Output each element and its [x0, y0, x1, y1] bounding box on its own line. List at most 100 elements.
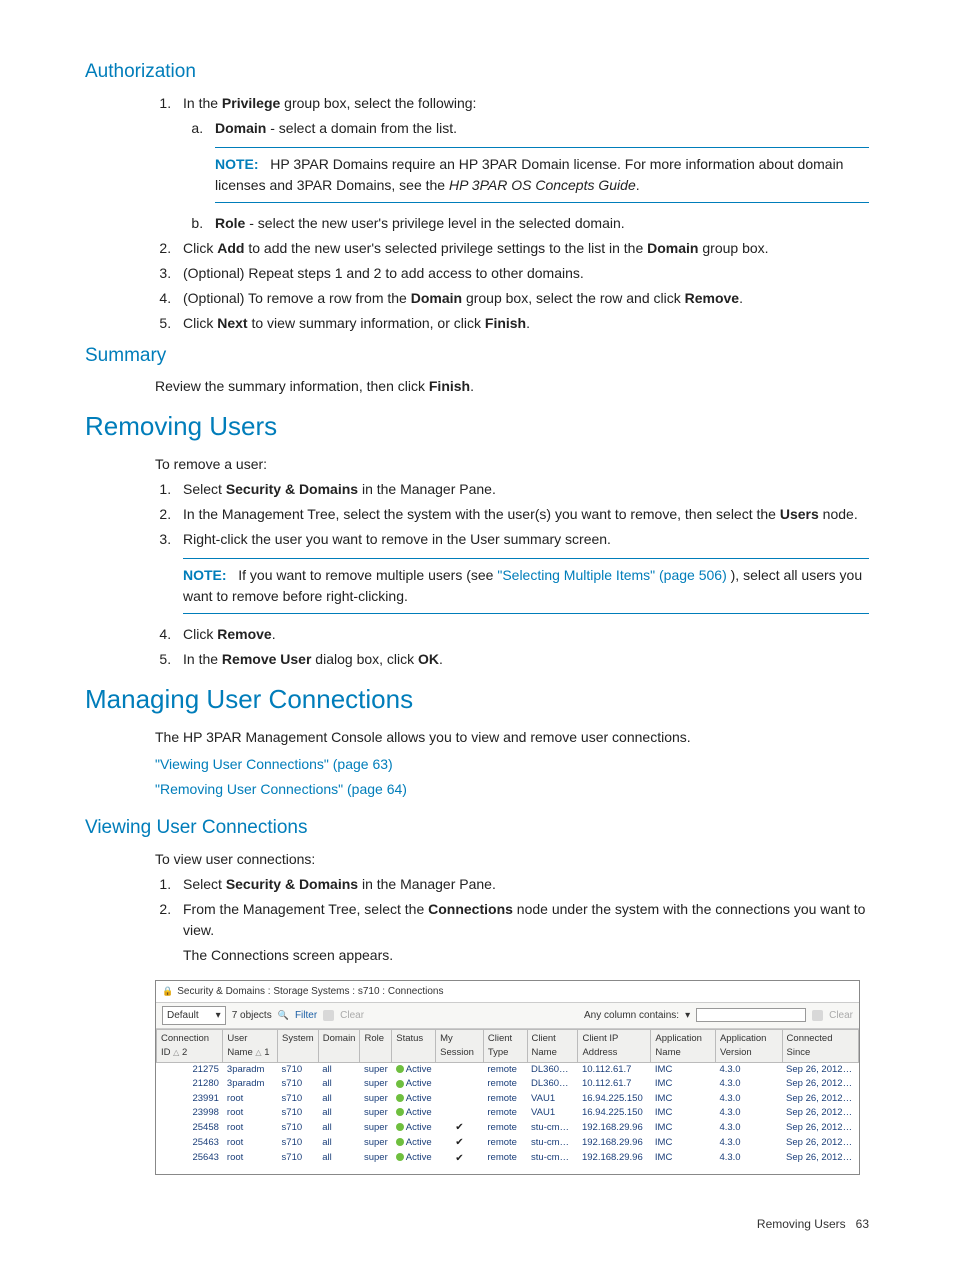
connections-screenshot: Security & Domains : Storage Systems : s…	[155, 980, 860, 1175]
viewing-after: The Connections screen appears.	[183, 945, 869, 966]
col-status[interactable]: Status	[392, 1029, 436, 1063]
note-label: NOTE:	[215, 156, 259, 172]
text-bold: Remove User	[222, 651, 312, 667]
cell-app-name: IMC	[651, 1092, 716, 1106]
cell-status: Active	[392, 1106, 436, 1120]
cell-system: s710	[278, 1151, 319, 1166]
text: (Optional) To remove a row from the	[183, 290, 411, 306]
cell-role: super	[360, 1092, 392, 1106]
heading-summary: Summary	[85, 342, 869, 371]
status-dot-icon	[396, 1153, 404, 1161]
text-bold: Role	[215, 215, 245, 231]
text: In the	[183, 651, 222, 667]
heading-authorization: Authorization	[85, 58, 869, 87]
objects-count: 7 objects	[232, 1008, 272, 1023]
col-client-ip[interactable]: Client IP Address	[578, 1029, 651, 1063]
text: - select a domain from the list.	[266, 120, 457, 136]
clear-icon	[812, 1010, 823, 1021]
text-bold: Finish	[485, 315, 526, 331]
rem-step-4: Click Remove.	[175, 624, 869, 645]
text: .	[739, 290, 743, 306]
auth-step-1b: Role - select the new user's privilege l…	[207, 213, 869, 234]
cell-connected-since: Sep 26, 2012…	[782, 1077, 858, 1091]
col-user-name[interactable]: User Name △ 1	[223, 1029, 278, 1063]
col-client-type[interactable]: Client Type	[483, 1029, 527, 1063]
cell-connection-id: 25643	[157, 1151, 223, 1166]
col-role[interactable]: Role	[360, 1029, 392, 1063]
cell-app-ver: 4.3.0	[715, 1120, 782, 1135]
text: Click	[183, 626, 217, 642]
col-my-session[interactable]: My Session	[436, 1029, 484, 1063]
auth-step-3: (Optional) Repeat steps 1 and 2 to add a…	[175, 263, 869, 284]
col-client-name[interactable]: Client Name	[527, 1029, 578, 1063]
link-selecting-multiple[interactable]: "Selecting Multiple Items" (page 506)	[497, 567, 726, 583]
text: From the Management Tree, select the	[183, 901, 428, 917]
clear-icon	[323, 1010, 334, 1021]
text: Click	[183, 240, 217, 256]
search-input[interactable]	[696, 1008, 806, 1022]
table-row[interactable]: 23991roots710allsuperActiveremoteVAU116.…	[157, 1092, 859, 1106]
col-connected-since[interactable]: Connected Since	[782, 1029, 858, 1063]
col-connection-id[interactable]: Connection ID △ 2	[157, 1029, 223, 1063]
table-row[interactable]: 212803paradms710allsuperActiveremoteDL36…	[157, 1077, 859, 1091]
status-dot-icon	[396, 1080, 404, 1088]
cell-client-type: remote	[483, 1092, 527, 1106]
toolbar: Default 7 objects Filter Clear Any colum…	[156, 1003, 859, 1029]
auth-step-1: In the Privilege group box, select the f…	[175, 93, 869, 234]
cell-domain: all	[318, 1063, 360, 1078]
col-domain[interactable]: Domain	[318, 1029, 360, 1063]
col-app-name[interactable]: Application Name	[651, 1029, 716, 1063]
text-bold: OK	[418, 651, 439, 667]
cell-user: 3paradm	[223, 1063, 278, 1078]
text-bold: Domain	[647, 240, 698, 256]
cell-client-name: VAU1	[527, 1092, 578, 1106]
table-row[interactable]: 23998roots710allsuperActiveremoteVAU116.…	[157, 1106, 859, 1120]
cell-client-type: remote	[483, 1077, 527, 1091]
filter-button[interactable]: Filter	[295, 1008, 317, 1023]
status-dot-icon	[396, 1065, 404, 1073]
note-box: NOTE: HP 3PAR Domains require an HP 3PAR…	[215, 147, 869, 203]
cell-domain: all	[318, 1077, 360, 1091]
cell-status: Active	[392, 1120, 436, 1135]
text: Select	[183, 876, 226, 892]
cell-connected-since: Sep 26, 2012…	[782, 1106, 858, 1120]
cell-my-session	[436, 1151, 484, 1166]
col-system[interactable]: System	[278, 1029, 319, 1063]
link-removing-connections[interactable]: "Removing User Connections" (page 64)	[155, 781, 407, 797]
table-row[interactable]: 212753paradms710allsuperActiveremoteDL36…	[157, 1063, 859, 1078]
heading-viewing-connections: Viewing User Connections	[85, 814, 869, 843]
text: Select	[183, 481, 226, 497]
cell-connection-id: 21280	[157, 1077, 223, 1091]
filter-dropdown[interactable]: Default	[162, 1006, 226, 1025]
table-row[interactable]: 25463roots710allsuperActiveremotestu-cm……	[157, 1135, 859, 1150]
link-viewing-connections[interactable]: "Viewing User Connections" (page 63)	[155, 756, 393, 772]
check-icon	[455, 1153, 463, 1164]
cell-my-session	[436, 1120, 484, 1135]
cell-domain: all	[318, 1120, 360, 1135]
clear-button-right[interactable]: Clear	[829, 1008, 853, 1023]
table-row[interactable]: 25643roots710allsuperActiveremotestu-cm……	[157, 1151, 859, 1166]
footer-page: 63	[856, 1217, 869, 1231]
cell-client-type: remote	[483, 1106, 527, 1120]
cell-user: root	[223, 1151, 278, 1166]
cell-role: super	[360, 1120, 392, 1135]
note-label: NOTE:	[183, 567, 227, 583]
cell-role: super	[360, 1151, 392, 1166]
text-bold: Finish	[429, 378, 470, 394]
cell-role: super	[360, 1135, 392, 1150]
col-app-version[interactable]: Application Version	[715, 1029, 782, 1063]
text: group box.	[698, 240, 768, 256]
cell-connection-id: 25458	[157, 1120, 223, 1135]
auth-step-1a: Domain - select a domain from the list. …	[207, 118, 869, 203]
text: .	[439, 651, 443, 667]
cell-client-type: remote	[483, 1151, 527, 1166]
text-bold: Next	[217, 315, 247, 331]
text: in the Manager Pane.	[358, 481, 496, 497]
cell-user: root	[223, 1120, 278, 1135]
text: group box, select the row and click	[462, 290, 685, 306]
cell-role: super	[360, 1106, 392, 1120]
table-row[interactable]: 25458roots710allsuperActiveremotestu-cm……	[157, 1120, 859, 1135]
text-bold: Security & Domains	[226, 876, 358, 892]
clear-button[interactable]: Clear	[340, 1008, 364, 1023]
cell-status: Active	[392, 1092, 436, 1106]
